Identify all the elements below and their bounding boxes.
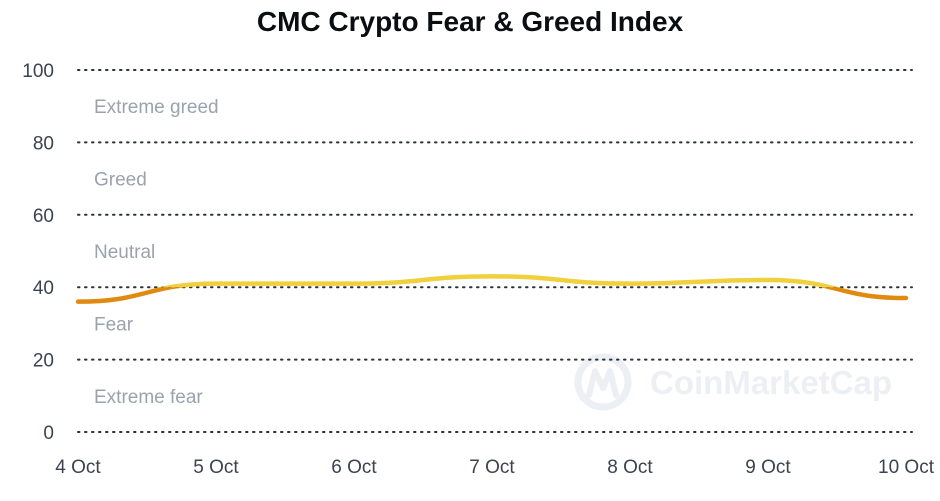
- x-tick-label: 6 Oct: [331, 457, 377, 478]
- x-tick-label: 9 Oct: [745, 457, 791, 478]
- series-line-upper: [159, 274, 839, 288]
- y-axis-ticks: 0 20 40 60 80 100: [22, 61, 54, 444]
- zone-labels: Extreme greed Greed Neutral Fear Extreme fea…: [94, 97, 219, 408]
- data-point: [76, 300, 80, 304]
- series-lines: [75, 274, 909, 304]
- chart-title: CMC Crypto Fear & Greed Index: [256, 6, 684, 37]
- x-tick-label: 4 Oct: [55, 457, 101, 478]
- y-tick-label: 20: [33, 351, 54, 372]
- x-tick-label: 10 Oct: [878, 457, 935, 478]
- zone-label: Extreme fear: [94, 387, 203, 408]
- y-tick-label: 80: [33, 133, 54, 154]
- zone-label: Neutral: [94, 242, 155, 263]
- watermark: CoinMarketCap: [574, 353, 892, 411]
- data-point: [214, 282, 218, 286]
- x-tick-label: 5 Oct: [193, 457, 239, 478]
- zone-label: Fear: [94, 314, 134, 335]
- x-axis-ticks: 4 Oct 5 Oct 6 Oct 7 Oct 8 Oct 9 Oct 10 Oct: [55, 457, 934, 478]
- x-tick-label: 7 Oct: [469, 457, 515, 478]
- y-tick-label: 0: [43, 423, 54, 444]
- data-point: [628, 282, 632, 286]
- y-tick-label: 100: [22, 61, 54, 82]
- data-point: [766, 278, 770, 282]
- coinmarketcap-logo-icon: [574, 353, 632, 411]
- y-tick-label: 60: [33, 206, 54, 227]
- data-point: [352, 282, 356, 286]
- zone-label: Greed: [94, 170, 147, 191]
- x-tick-label: 8 Oct: [607, 457, 653, 478]
- y-tick-label: 40: [33, 278, 54, 299]
- zone-label: Extreme greed: [94, 97, 219, 118]
- grid-lines: [77, 69, 913, 433]
- data-point: [490, 274, 494, 278]
- data-point: [904, 296, 908, 300]
- watermark-text: CoinMarketCap: [650, 364, 892, 401]
